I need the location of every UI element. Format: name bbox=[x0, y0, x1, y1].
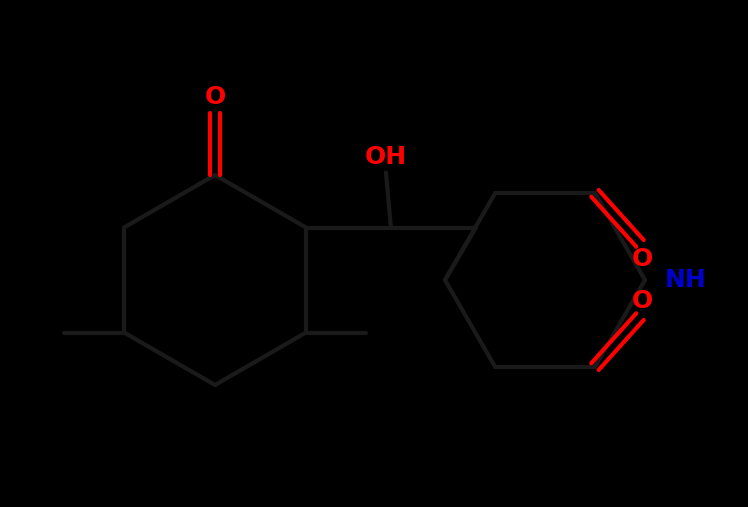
Text: NH: NH bbox=[665, 268, 707, 292]
Text: OH: OH bbox=[365, 144, 407, 168]
Text: O: O bbox=[204, 85, 226, 109]
Text: O: O bbox=[631, 247, 652, 271]
Text: O: O bbox=[631, 288, 652, 313]
